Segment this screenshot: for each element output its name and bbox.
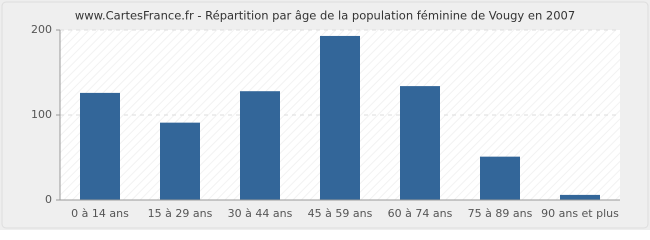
bar: [400, 86, 440, 200]
x-tick-label: 60 à 74 ans: [388, 207, 453, 220]
bar: [160, 122, 200, 200]
bar: [560, 194, 600, 200]
x-tick-label: 0 à 14 ans: [71, 207, 129, 220]
y-tick-label: 100: [31, 108, 52, 121]
x-tick-label: 30 à 44 ans: [228, 207, 293, 220]
chart-title: www.CartesFrance.fr - Répartition par âg…: [75, 9, 575, 23]
bar: [240, 91, 280, 200]
x-tick-label: 45 à 59 ans: [308, 207, 373, 220]
bar: [80, 92, 120, 200]
bar: [320, 35, 360, 201]
x-tick-label: 75 à 89 ans: [468, 207, 533, 220]
y-tick-label: 0: [45, 193, 52, 206]
x-tick-label: 90 ans et plus: [541, 207, 619, 220]
chart: www.CartesFrance.fr - Répartition par âg…: [0, 0, 650, 230]
bar: [480, 156, 520, 200]
x-tick-label: 15 à 29 ans: [148, 207, 213, 220]
y-tick-label: 200: [31, 23, 52, 36]
